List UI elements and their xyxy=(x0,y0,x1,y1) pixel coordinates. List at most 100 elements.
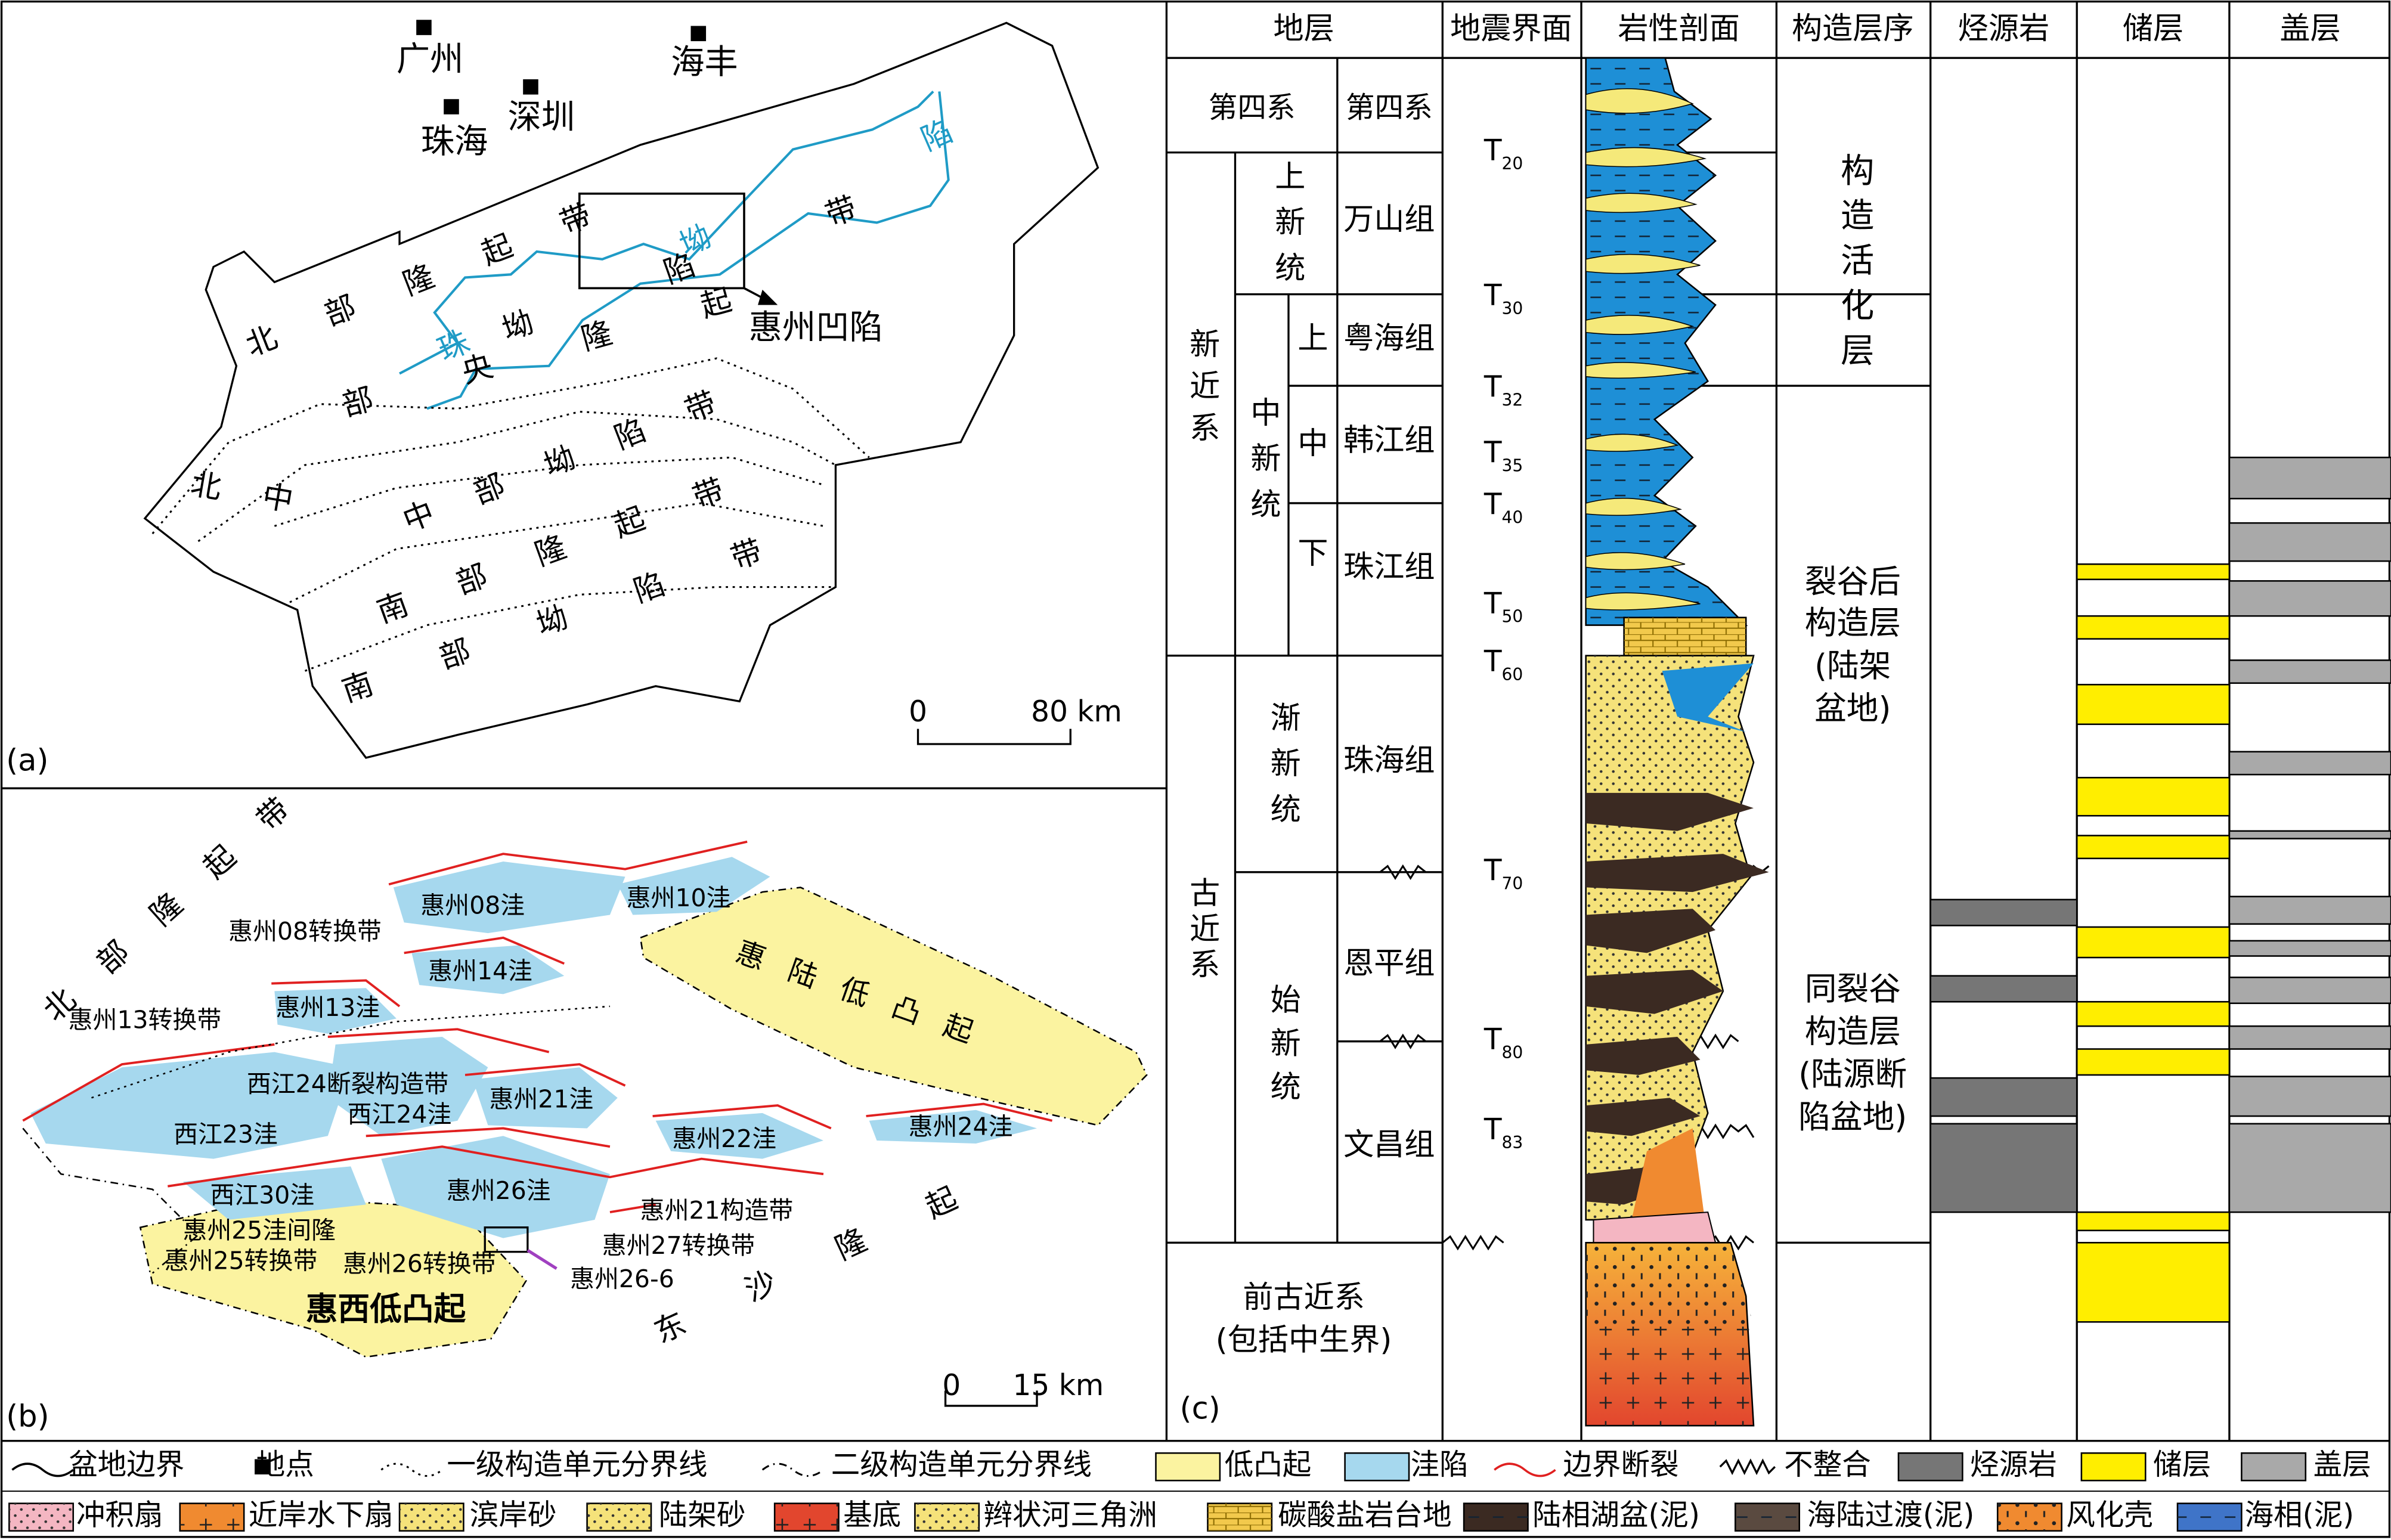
substage-label: 下 xyxy=(1297,536,1328,571)
scale-label: 80 km xyxy=(1031,695,1122,729)
legend-label: 不整合 xyxy=(1784,1448,1871,1482)
legend-label: 冲积扇 xyxy=(76,1499,163,1532)
unit-label: 惠州08转换带 xyxy=(228,917,382,946)
series-label: 渐新统 xyxy=(1265,701,1300,838)
horizon-label: T83 xyxy=(1483,1113,1523,1152)
panel-label: (c) xyxy=(1180,1392,1221,1427)
column-header: 烃源岩 xyxy=(1958,11,2049,47)
map-b-shapes xyxy=(168,1145,824,1188)
horizon-letter: T xyxy=(1483,488,1502,521)
horizon-label: T60 xyxy=(1483,644,1523,684)
legend-line xyxy=(1719,1458,1776,1476)
city-marker xyxy=(416,20,432,35)
unit-label: 坳陷带 xyxy=(498,144,995,348)
series-label: 上新统 xyxy=(1269,160,1305,298)
lithology xyxy=(1585,792,1754,831)
unit-label: 惠州13洼 xyxy=(275,993,380,1022)
sequence-label: 同裂谷 xyxy=(1805,970,1901,1008)
sequence-label: 构造活化层 xyxy=(1835,153,1874,377)
lithology xyxy=(1585,909,1716,953)
unit-label: 惠西低凸起 xyxy=(306,1290,466,1328)
unit-label: 惠州21构造带 xyxy=(640,1196,794,1225)
unit-label: 惠州14洼 xyxy=(428,957,532,986)
legend-swatch xyxy=(9,1503,73,1531)
sequence-label: 构造层 xyxy=(1805,604,1901,642)
horizon-label: T35 xyxy=(1483,436,1523,475)
lithology xyxy=(1585,498,1683,516)
lithology xyxy=(1631,1128,1705,1220)
source-rock-bar xyxy=(1929,898,2078,927)
horizon-label: T32 xyxy=(1483,370,1523,410)
lithology xyxy=(1585,854,1769,893)
legend-swatch xyxy=(255,1459,270,1475)
stratum-label: (包括中生界) xyxy=(1216,1323,1392,1358)
scale-label: 0 xyxy=(942,1369,961,1402)
map-b-shapes xyxy=(381,1136,610,1238)
horizon-subscript: 30 xyxy=(1502,299,1523,318)
unconformity xyxy=(1379,864,1427,880)
unconformity xyxy=(1379,1033,1427,1049)
horizon-subscript: 32 xyxy=(1502,391,1523,410)
legend-label: 盖层 xyxy=(2313,1448,2371,1482)
cap-rock-bar xyxy=(2228,580,2391,617)
legend-label: 低凸起 xyxy=(1225,1448,1312,1482)
cap-rock-bar xyxy=(2228,522,2391,562)
depression-label: 惠州凹陷 xyxy=(749,308,883,347)
map-b-shapes xyxy=(472,1067,618,1129)
legend-line xyxy=(11,1462,74,1477)
reservoir-bar xyxy=(2076,563,2231,581)
unit-label: 惠州13转换带 xyxy=(69,1005,222,1034)
unit-label: 西江30洼 xyxy=(210,1181,314,1210)
legend-swatch xyxy=(587,1503,652,1531)
lithology xyxy=(1662,663,1754,732)
substage-label: 上 xyxy=(1297,321,1328,356)
lithology xyxy=(1585,88,1694,114)
cap-rock-bar xyxy=(2228,940,2391,957)
horizon-letter: T xyxy=(1483,854,1502,887)
lithology xyxy=(1585,592,1701,611)
reservoir-bar xyxy=(2076,926,2231,959)
formation-label: 粤海组 xyxy=(1343,321,1435,356)
map-b-shapes xyxy=(182,1166,366,1220)
legend-label: 陆相湖盆(泥) xyxy=(1532,1499,1700,1532)
legend-swatch xyxy=(1464,1503,1528,1531)
city-label: 海丰 xyxy=(671,43,738,82)
city-marker xyxy=(690,26,707,42)
lithology xyxy=(1585,362,1696,379)
legend-swatch xyxy=(1155,1452,1221,1482)
sequence-label: 陷盆地) xyxy=(1798,1098,1907,1136)
lithology xyxy=(1585,969,1723,1014)
source-rock-bar xyxy=(1929,1123,2078,1213)
unit-label: 惠州22洼 xyxy=(672,1124,776,1153)
unit-label: 西江24洼 xyxy=(348,1100,452,1129)
map-b-shapes xyxy=(617,857,770,915)
legend-label: 滨岸砂 xyxy=(470,1499,557,1532)
legend-label: 碳酸盐岩台地 xyxy=(1278,1499,1451,1532)
horizon-subscript: 40 xyxy=(1502,508,1523,528)
map-b-shapes xyxy=(639,887,1148,1126)
unit-label: 惠州26洼 xyxy=(447,1176,551,1205)
reservoir-bar xyxy=(2076,684,2231,726)
panel-label: (a) xyxy=(6,743,48,779)
substage-label: 中 xyxy=(1297,426,1328,461)
unit-label: 惠州21洼 xyxy=(489,1084,593,1113)
map-b-shapes xyxy=(366,1127,611,1148)
legend-label: 边界断裂 xyxy=(1563,1448,1678,1482)
unconformity xyxy=(1442,1235,1504,1251)
lithology xyxy=(1585,792,1769,1205)
reservoir-bar xyxy=(2076,1048,2231,1076)
unit-label: 惠州25洼间隆 xyxy=(182,1216,336,1244)
horizon-subscript: 83 xyxy=(1502,1133,1523,1152)
lithology xyxy=(1585,1242,1754,1327)
lithology xyxy=(1585,58,1746,625)
legend-label: 洼陷 xyxy=(1411,1448,1469,1482)
legend-label: 储层 xyxy=(2153,1448,2211,1482)
lithology xyxy=(1585,147,1707,168)
map-b-shapes xyxy=(464,1063,626,1087)
map-b-shapes xyxy=(655,1113,823,1159)
map-a-shapes xyxy=(304,586,831,672)
city-label: 珠海 xyxy=(421,122,488,161)
legend-swatch xyxy=(399,1503,464,1531)
